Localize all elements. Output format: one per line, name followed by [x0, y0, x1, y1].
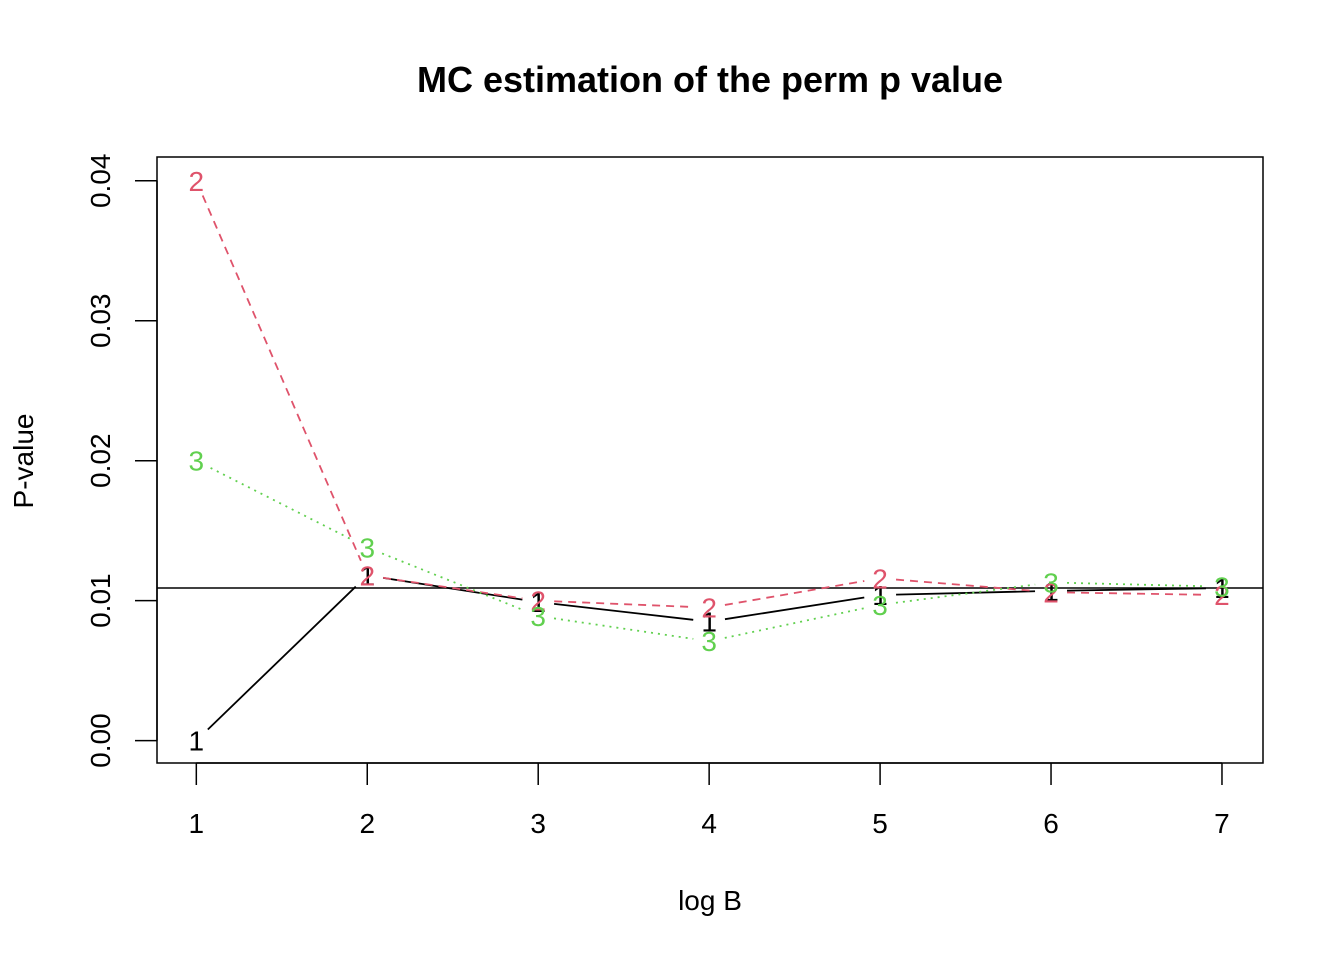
- series-2-segment: [201, 195, 362, 562]
- series-1-point: 1: [189, 726, 205, 757]
- series-3-point: 3: [872, 590, 888, 621]
- series-2-segment: [724, 580, 865, 606]
- series-2: 2 2 2 2 2 2 2: [189, 166, 1230, 624]
- series-1-segment: [1067, 587, 1206, 592]
- series-3-segment: [381, 552, 524, 611]
- series-3-point: 3: [189, 446, 205, 477]
- series-1: 1 1 1 1 1 1 1: [189, 560, 1230, 756]
- series-3-point: 3: [1214, 572, 1230, 603]
- chart-title: MC estimation of the perm p value: [417, 59, 1003, 100]
- series-2-point: 2: [1214, 580, 1230, 611]
- series-3: 3 3 3 3 3 3 3: [189, 446, 1230, 658]
- y-tick-label: 0.03: [85, 293, 116, 348]
- series-2-point: 2: [359, 560, 375, 591]
- series-3-point: 3: [1043, 567, 1059, 598]
- series-2-point: 2: [701, 593, 717, 624]
- series-3-segment: [1067, 581, 1207, 588]
- series-2-point: 2: [530, 586, 546, 617]
- series-2-point: 2: [872, 563, 888, 594]
- series-2-point: 2: [189, 166, 205, 197]
- series-1-point: 1: [701, 607, 717, 638]
- y-tick-label: 0.00: [85, 713, 116, 768]
- x-tick-label: 5: [872, 808, 888, 839]
- y-axis-label: P-value: [8, 414, 39, 509]
- series-2-segment: [554, 600, 694, 608]
- series-3-point: 3: [359, 532, 375, 563]
- series-3-segment: [895, 583, 1036, 604]
- series-1-point: 1: [1214, 573, 1230, 604]
- x-tick-label: 3: [530, 808, 546, 839]
- x-tick-label: 2: [359, 808, 375, 839]
- series-3-segment: [724, 607, 865, 639]
- series-3-segment: [210, 467, 354, 542]
- series-2-segment: [1067, 591, 1206, 596]
- series-2-segment: [895, 578, 1036, 592]
- y-axis: 0.00 0.01 0.02 0.03 0.04: [85, 154, 158, 768]
- series-2-segment: [382, 576, 523, 600]
- y-tick-label: 0.02: [85, 433, 116, 488]
- x-tick-label: 1: [189, 808, 205, 839]
- series-3-segment: [553, 617, 694, 640]
- series-1-point: 1: [530, 587, 546, 618]
- x-tick-label: 4: [701, 808, 717, 839]
- x-tick-label: 7: [1214, 808, 1230, 839]
- x-axis-label: log B: [678, 885, 742, 916]
- y-tick-label: 0.04: [85, 154, 116, 209]
- series-1-point: 1: [872, 580, 888, 611]
- series-1-segment: [207, 585, 357, 731]
- series-1-segment: [553, 602, 694, 621]
- y-tick-label: 0.01: [85, 573, 116, 628]
- series-1-point: 1: [359, 560, 375, 591]
- series-1-segment: [724, 596, 865, 621]
- series-1-point: 1: [1043, 576, 1059, 607]
- x-tick-label: 6: [1043, 808, 1059, 839]
- x-axis: 1 2 3 4 5 6 7: [189, 762, 1230, 839]
- series-3-point: 3: [701, 626, 717, 657]
- series-2-point: 2: [1043, 577, 1059, 608]
- series-3-point: 3: [530, 601, 546, 632]
- plot-frame: [156, 156, 1264, 764]
